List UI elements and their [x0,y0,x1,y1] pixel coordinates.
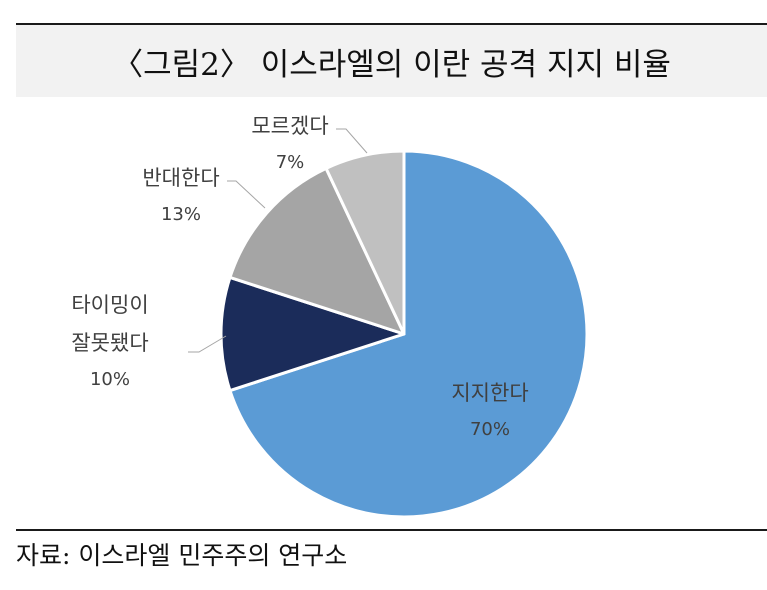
pie-slice [228,149,589,519]
leader-line [227,180,266,209]
leader-line [336,128,368,154]
chart-title-bar: 〈그림2〉 이스라엘의 이란 공격 지지 비율 [16,23,767,97]
source-divider [16,529,767,531]
slice-category-label: 지지한다 [451,381,528,405]
slice-value-label: 13% [161,204,201,225]
pie-slice [219,275,406,393]
slice-category-label: 반대한다 [142,166,219,190]
slice-value-label: 7% [276,152,305,173]
slice-category-label: 타이밍이 [71,293,148,317]
pie-slices [219,149,589,519]
chart-title: 〈그림2〉 이스라엘의 이란 공격 지지 비율 [112,46,671,83]
source-note: 자료: 이스라엘 민주주의 연구소 [16,541,348,570]
slice-value-label: 70% [470,419,510,440]
pie-slice [324,149,406,336]
slice-category-label: 잘못됐다 [71,331,148,355]
slice-category-label: 모르겠다 [251,114,328,138]
slice-value-label: 10% [90,369,130,390]
leader-line [188,335,227,353]
pie-slice [228,166,406,336]
